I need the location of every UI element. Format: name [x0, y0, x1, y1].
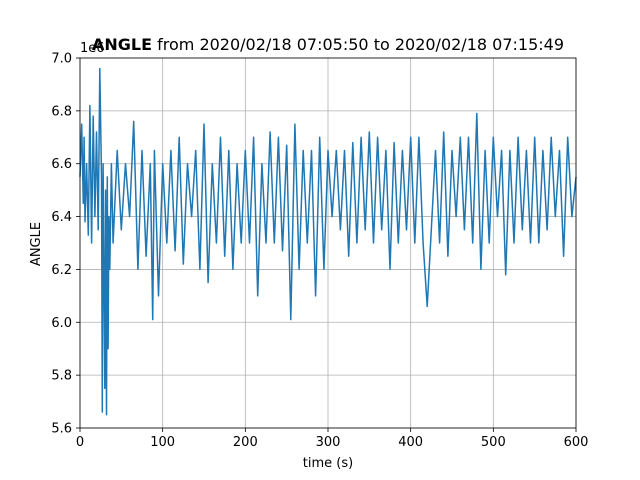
- x-tick-label: 600: [564, 435, 589, 450]
- y-tick-label: 6.0: [51, 316, 72, 331]
- y-tick-label: 7.0: [51, 52, 72, 67]
- x-tick-label: 100: [150, 435, 175, 450]
- x-tick-label: 300: [316, 435, 341, 450]
- axis-offset-label: 1e6: [80, 41, 105, 56]
- y-tick-label: 6.2: [51, 263, 72, 278]
- axes: 0 100 200 300 400 500 600 5.6 5.8 6.0 6.2 6.4 6.6 6.8…: [51, 52, 588, 451]
- y-tick-label: 6.6: [51, 157, 72, 172]
- chart-title-bold: ANGLE: [92, 35, 152, 54]
- y-tick-label: 5.8: [51, 369, 72, 384]
- chart-title: ANGLE from 2020/02/18 07:05:50 to 2020/0…: [92, 35, 564, 54]
- x-tick-label: 200: [233, 435, 258, 450]
- y-tick-label: 5.6: [51, 422, 72, 437]
- x-tick-label: 400: [398, 435, 423, 450]
- x-tick-label: 0: [76, 435, 84, 450]
- chart-title-rest: from 2020/02/18 07:05:50 to 2020/02/18 0…: [152, 35, 564, 54]
- x-tick-label: 500: [481, 435, 506, 450]
- plot-area: [79, 67, 577, 416]
- x-axis-label: time (s): [303, 456, 353, 471]
- series-line-0: [79, 67, 577, 416]
- y-axis-label: ANGLE: [29, 222, 44, 266]
- y-tick-label: 6.4: [51, 210, 72, 225]
- y-tick-label: 6.8: [51, 104, 72, 119]
